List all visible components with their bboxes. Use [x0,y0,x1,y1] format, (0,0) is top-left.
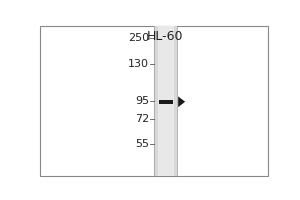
Polygon shape [178,96,185,107]
Text: 72: 72 [135,114,149,124]
Bar [159,100,173,104]
Text: 95: 95 [135,96,149,106]
FancyBboxPatch shape [40,26,268,176]
Text: 55: 55 [135,139,149,149]
Text: 250: 250 [128,33,149,43]
Bar [158,26,173,176]
Text: HL-60: HL-60 [147,30,184,43]
Bar [154,26,177,176]
Text: 130: 130 [128,59,149,69]
